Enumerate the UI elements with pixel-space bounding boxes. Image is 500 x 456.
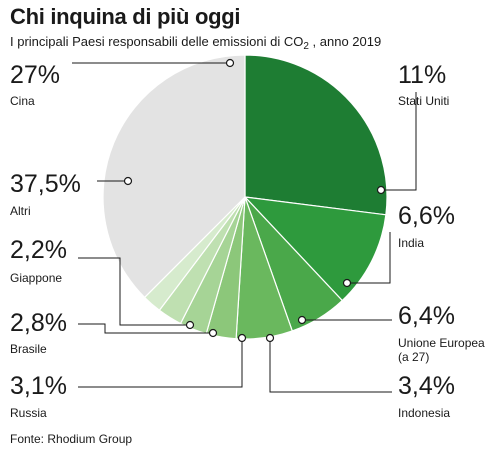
- slice-name-unione-europea: Unione Europea (a 27): [398, 336, 485, 364]
- slice-value-russia: 3,1%: [10, 372, 67, 400]
- slice-value-indonesia: 3,4%: [398, 372, 455, 400]
- leader-line-russia: [78, 338, 243, 388]
- slice-value-stati-uniti: 11%: [398, 61, 447, 89]
- leader-line-brasile: [78, 323, 213, 334]
- leader-dot-brasile: [208, 328, 218, 338]
- leader-dot-unione-europea-a-27: [297, 315, 307, 325]
- chart-title: Chi inquina di più oggi: [10, 4, 241, 29]
- subtitle-year: , anno 2019: [308, 34, 382, 49]
- chart-subtitle: I principali Paesi responsabili delle em…: [10, 34, 381, 52]
- slice-value-giappone: 2,2%: [10, 236, 67, 264]
- leader-dot-indonesia: [265, 333, 275, 343]
- pie-slice-cina: [244, 54, 388, 216]
- leader-dot-stati-uniti: [376, 185, 386, 195]
- subtitle-text: I principali Paesi responsabili delle em…: [10, 34, 304, 49]
- slice-name-brasile: Brasile: [10, 342, 47, 356]
- leader-line-giappone: [78, 257, 190, 326]
- source-note: Fonte: Rhodium Group: [10, 432, 133, 446]
- slice-name-india: India: [398, 236, 425, 250]
- slice-value-altri: 37,5%: [10, 170, 81, 198]
- slice-name-altri: Altri: [10, 204, 31, 218]
- leader-dot-india: [342, 278, 352, 288]
- slice-name-stati-uniti: Stati Uniti: [398, 94, 450, 108]
- slice-value-unione-europea: 6,4%: [398, 302, 455, 330]
- pie-slice-altri: [102, 54, 246, 299]
- leader-dot-altri: [123, 176, 133, 186]
- leader-dot-cina: [225, 58, 235, 68]
- leader-line-indonesia: [269, 338, 392, 393]
- slice-value-brasile: 2,8%: [10, 309, 67, 337]
- pie-slice-stati-uniti: [243, 196, 387, 302]
- slice-value-india: 6,6%: [398, 202, 455, 230]
- leader-dot-russia: [237, 333, 247, 343]
- slice-name-russia: Russia: [10, 406, 47, 420]
- subtitle-subscript: 2: [303, 41, 309, 52]
- leader-dot-giappone: [185, 320, 195, 330]
- leader-line-stati-uniti: [381, 92, 417, 191]
- slice-name-cina: Cina: [10, 94, 35, 108]
- slice-name-giappone: Giappone: [10, 271, 63, 285]
- leader-line-india: [347, 232, 391, 284]
- slice-value-cina: 27%: [10, 61, 61, 89]
- slice-name-indonesia: Indonesia: [398, 406, 451, 420]
